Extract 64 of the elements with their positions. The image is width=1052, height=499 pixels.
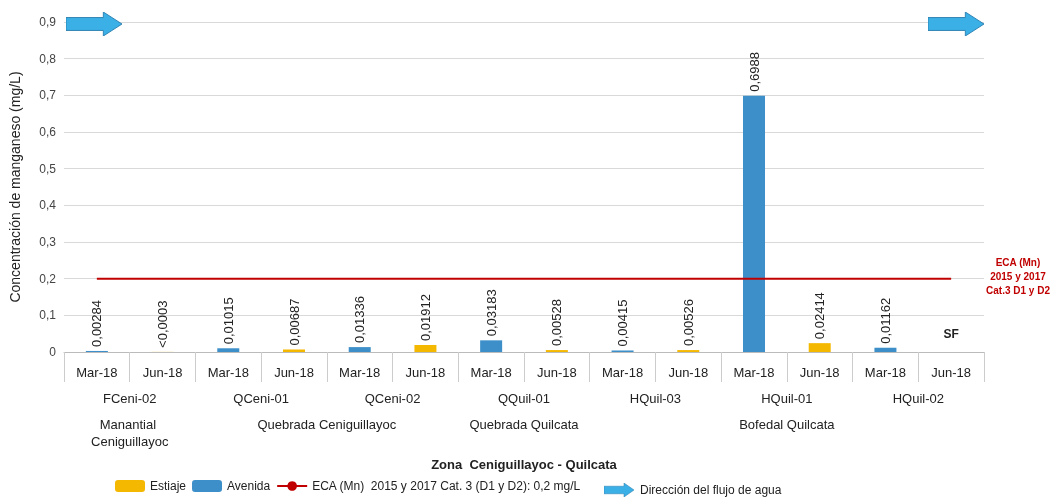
x-tick-label: Jun-18 bbox=[668, 365, 709, 380]
bar bbox=[283, 349, 305, 352]
bar bbox=[480, 340, 503, 352]
y-tick-label: 0,1 bbox=[39, 308, 57, 323]
data-label: 0,03183 bbox=[483, 289, 499, 337]
data-label: 0,00526 bbox=[680, 299, 696, 347]
text: Dirección del flujo de agua bbox=[640, 483, 782, 497]
bar bbox=[348, 347, 371, 352]
text: Quebrada Quilcata bbox=[469, 417, 580, 432]
data-label: 0,01912 bbox=[417, 293, 433, 341]
x-tick-label: Mar-18 bbox=[601, 365, 644, 380]
text: FCeni-02 bbox=[102, 391, 157, 406]
bar bbox=[414, 344, 437, 352]
bar bbox=[217, 348, 240, 352]
x-tick-label: Jun-18 bbox=[405, 365, 446, 380]
text: SF bbox=[943, 326, 959, 341]
data-label: 0,6988 bbox=[746, 52, 762, 92]
x-tick-label: Mar-18 bbox=[207, 365, 249, 380]
x-tick-label: Mar-18 bbox=[470, 365, 512, 380]
y-axis-title: Concentración de manganeso (mg/L) bbox=[7, 71, 23, 303]
y-tick-label: 0,9 bbox=[39, 15, 57, 29]
x-tick-label: Mar-18 bbox=[339, 365, 381, 380]
text: HQuil-02 bbox=[892, 391, 944, 406]
data-label: 0,00284 bbox=[89, 299, 105, 347]
text: Manantial Ceniguillayoc bbox=[91, 417, 169, 449]
text: Zona Ceniguillayoc - Quilcata bbox=[431, 457, 618, 472]
y-tick-label: 0,3 bbox=[39, 235, 57, 249]
bar bbox=[874, 347, 897, 352]
x-tick-label: Jun-18 bbox=[142, 365, 183, 380]
x-tick-label: Jun-18 bbox=[274, 365, 314, 380]
data-label: 0,02414 bbox=[812, 292, 828, 340]
x-tick-label: Mar-18 bbox=[76, 365, 118, 380]
bar bbox=[743, 95, 765, 352]
data-label: 0,00528 bbox=[549, 299, 565, 347]
y-tick-label: 0 bbox=[49, 345, 57, 359]
bar bbox=[808, 343, 831, 352]
legend-label: ECA (Mn) 2015 y 2017 Cat. 3 (D1 y D2): 0,2 mg/L bbox=[312, 479, 581, 493]
text: QCeni-01 bbox=[233, 391, 289, 406]
data-label: 0,00415 bbox=[615, 299, 631, 347]
data-label: 0,01015 bbox=[220, 297, 236, 345]
text: QCeni-02 bbox=[364, 391, 421, 406]
y-tick-label: 0,2 bbox=[39, 271, 57, 286]
y-tick-label: 0,4 bbox=[39, 198, 57, 213]
text: ECA (Mn) 2015 y 2017 Cat.3 D1 y D2 bbox=[986, 256, 1051, 296]
y-tick-label: 0,8 bbox=[39, 51, 57, 66]
text: HQuil-03 bbox=[629, 391, 682, 406]
y-tick-label: 0,7 bbox=[39, 88, 57, 103]
legend-label: Avenida bbox=[227, 479, 271, 493]
text: HQuil-01 bbox=[761, 391, 813, 406]
x-tick-label: Jun-18 bbox=[536, 365, 577, 380]
data-label: 0,01336 bbox=[352, 296, 368, 344]
data-label: 0,01162 bbox=[877, 297, 893, 344]
text: QQuil-01 bbox=[497, 391, 551, 406]
data-label: <0,0003 bbox=[155, 300, 171, 348]
y-tick-label: 0,5 bbox=[39, 161, 57, 176]
data-label: 0,00687 bbox=[286, 298, 302, 346]
legend-label: Estiaje bbox=[150, 479, 187, 493]
text: Bofedal Quilcata bbox=[739, 417, 836, 432]
x-tick-label: Mar-18 bbox=[864, 365, 907, 380]
text: Quebrada Ceniguillayoc bbox=[257, 417, 397, 432]
x-tick-label: Jun-18 bbox=[931, 365, 972, 380]
x-tick-label: Mar-18 bbox=[733, 365, 775, 380]
x-tick-label: Jun-18 bbox=[799, 365, 840, 380]
y-tick-label: 0,6 bbox=[39, 125, 57, 139]
